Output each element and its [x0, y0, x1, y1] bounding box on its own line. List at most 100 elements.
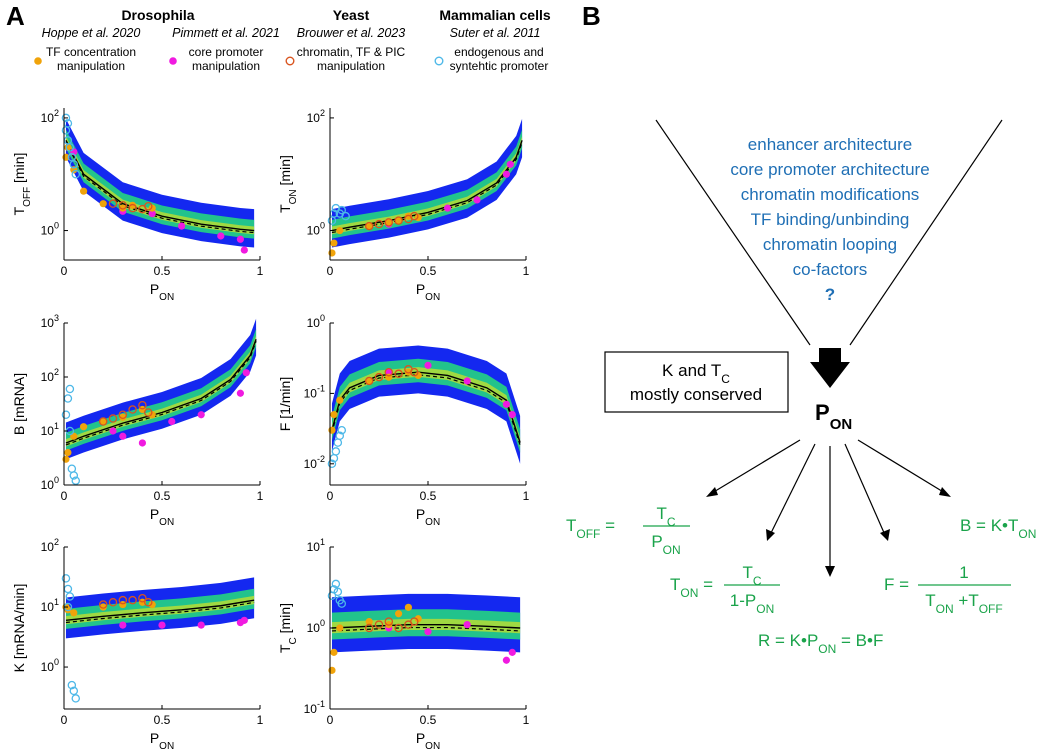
- density-cloud-core: [65, 136, 255, 235]
- point-core: [508, 648, 516, 656]
- y-tick-label: 10-1: [304, 699, 325, 716]
- x-axis-label: PON: [150, 506, 174, 528]
- x-tick-label: 0: [327, 489, 334, 503]
- point-core: [119, 432, 127, 440]
- x-tick-label: 0.5: [154, 489, 171, 503]
- arrow-toff: [711, 439, 801, 494]
- legend-endo-line2: syntehtic promoter: [450, 59, 549, 73]
- header-yeast: Yeast: [333, 7, 370, 23]
- point-chrom: [384, 218, 394, 227]
- point-core: [508, 410, 516, 419]
- point-core: [197, 411, 205, 419]
- point-core: [444, 204, 452, 212]
- svg-text:1-PON: 1-PON: [730, 591, 774, 616]
- fit-line-dashed: [65, 142, 255, 234]
- legend-chromatin-line2: manipulation: [317, 59, 385, 73]
- legend-tf-line1: TF concentration: [46, 45, 136, 59]
- point-core: [463, 621, 471, 629]
- point-TF: [328, 249, 336, 257]
- point-TF: [330, 410, 338, 419]
- point-endo: [337, 599, 347, 608]
- legend-marker-tf: [34, 57, 42, 65]
- x-axis-label: PON: [150, 730, 174, 752]
- point-TF: [62, 455, 70, 463]
- x-tick-label: 0.5: [420, 489, 437, 503]
- legend-core-line2: manipulation: [192, 59, 260, 73]
- x-tick-label: 0: [61, 489, 68, 503]
- fit-line: [331, 623, 521, 629]
- svg-text:TC: TC: [656, 504, 675, 529]
- point-core: [240, 246, 248, 254]
- point-chrom: [118, 201, 128, 210]
- density-cloud-core: [331, 136, 523, 235]
- driver-looping: chromatin looping: [763, 235, 897, 254]
- legend-marker-endogenous: [434, 56, 444, 66]
- plot-frequency: 0 0.5 1 100 10-1 10-2 PON F [1/min]: [277, 313, 530, 528]
- point-TF: [365, 617, 373, 626]
- y-tick-label: 102: [41, 367, 59, 384]
- point-chrom: [144, 408, 153, 417]
- point-chrom: [374, 372, 384, 382]
- driver-cofactors: co-factors: [793, 260, 868, 279]
- x-axis-label: PON: [416, 506, 440, 528]
- point-endo: [67, 464, 77, 473]
- point-TF: [330, 239, 338, 247]
- header-suter: Suter et al. 2011: [450, 26, 541, 40]
- point-TF: [404, 368, 412, 376]
- point-TF: [328, 666, 336, 674]
- plot-tc: 0 0.5 1 101 100 10-1 PON TC [min]: [277, 537, 530, 752]
- legend-marker-core: [169, 57, 177, 65]
- driver-chromatin-mod: chromatin modifications: [741, 185, 920, 204]
- svg-text:1: 1: [959, 563, 968, 582]
- point-core: [148, 209, 156, 218]
- y-tick-label: 102: [41, 108, 59, 125]
- point-core: [424, 628, 432, 636]
- point-TF: [138, 405, 146, 414]
- point-core: [502, 170, 510, 178]
- y-tick-label: 103: [41, 313, 59, 330]
- x-tick-label: 0.5: [420, 713, 437, 727]
- point-TF: [395, 217, 403, 225]
- header-mammalian: Mammalian cells: [439, 7, 550, 23]
- panel-b-diagram: enhancer architecture core promoter arch…: [566, 119, 1036, 656]
- svg-text:PON: PON: [651, 532, 680, 557]
- point-TF: [80, 187, 88, 195]
- point-TF: [129, 201, 137, 209]
- panel-letter-a: A: [6, 1, 25, 31]
- output-arrows: [711, 439, 946, 570]
- arrow-f: [844, 443, 886, 536]
- point-core: [236, 235, 244, 243]
- funnel-left-line: [655, 119, 811, 346]
- fit-line-dashed: [65, 341, 257, 446]
- point-chrom: [118, 410, 128, 419]
- y-tick-label: 100: [307, 618, 325, 635]
- legend-marker-chromatin: [285, 56, 295, 66]
- point-core: [424, 361, 432, 369]
- x-axis-label: PON: [150, 281, 174, 303]
- point-TF: [365, 222, 373, 230]
- point-endo: [337, 205, 347, 215]
- point-chrom: [364, 623, 374, 633]
- point-TF: [414, 615, 422, 623]
- point-TF: [336, 624, 344, 632]
- fit-line-dashed: [65, 601, 255, 624]
- point-core: [502, 656, 510, 664]
- point-endo: [65, 384, 75, 394]
- y-tick-label: 10-1: [304, 383, 325, 400]
- arrow-b: [857, 439, 946, 494]
- x-tick-label: 0: [327, 264, 334, 278]
- point-TF: [99, 603, 107, 611]
- header-drosophila: Drosophila: [121, 7, 194, 23]
- point-chrom: [394, 216, 403, 225]
- density-cloud-inner: [65, 328, 257, 451]
- point-endo: [333, 438, 343, 447]
- y-tick-label: 101: [41, 597, 59, 614]
- y-tick-label: 100: [41, 221, 59, 238]
- legend-endo-line1: endogenous and: [454, 45, 543, 59]
- fit-line: [65, 339, 257, 444]
- point-core: [168, 417, 176, 426]
- funnel-right-line: [849, 119, 1003, 346]
- arrowhead-toff: [706, 487, 718, 497]
- y-tick-label: 100: [41, 475, 59, 492]
